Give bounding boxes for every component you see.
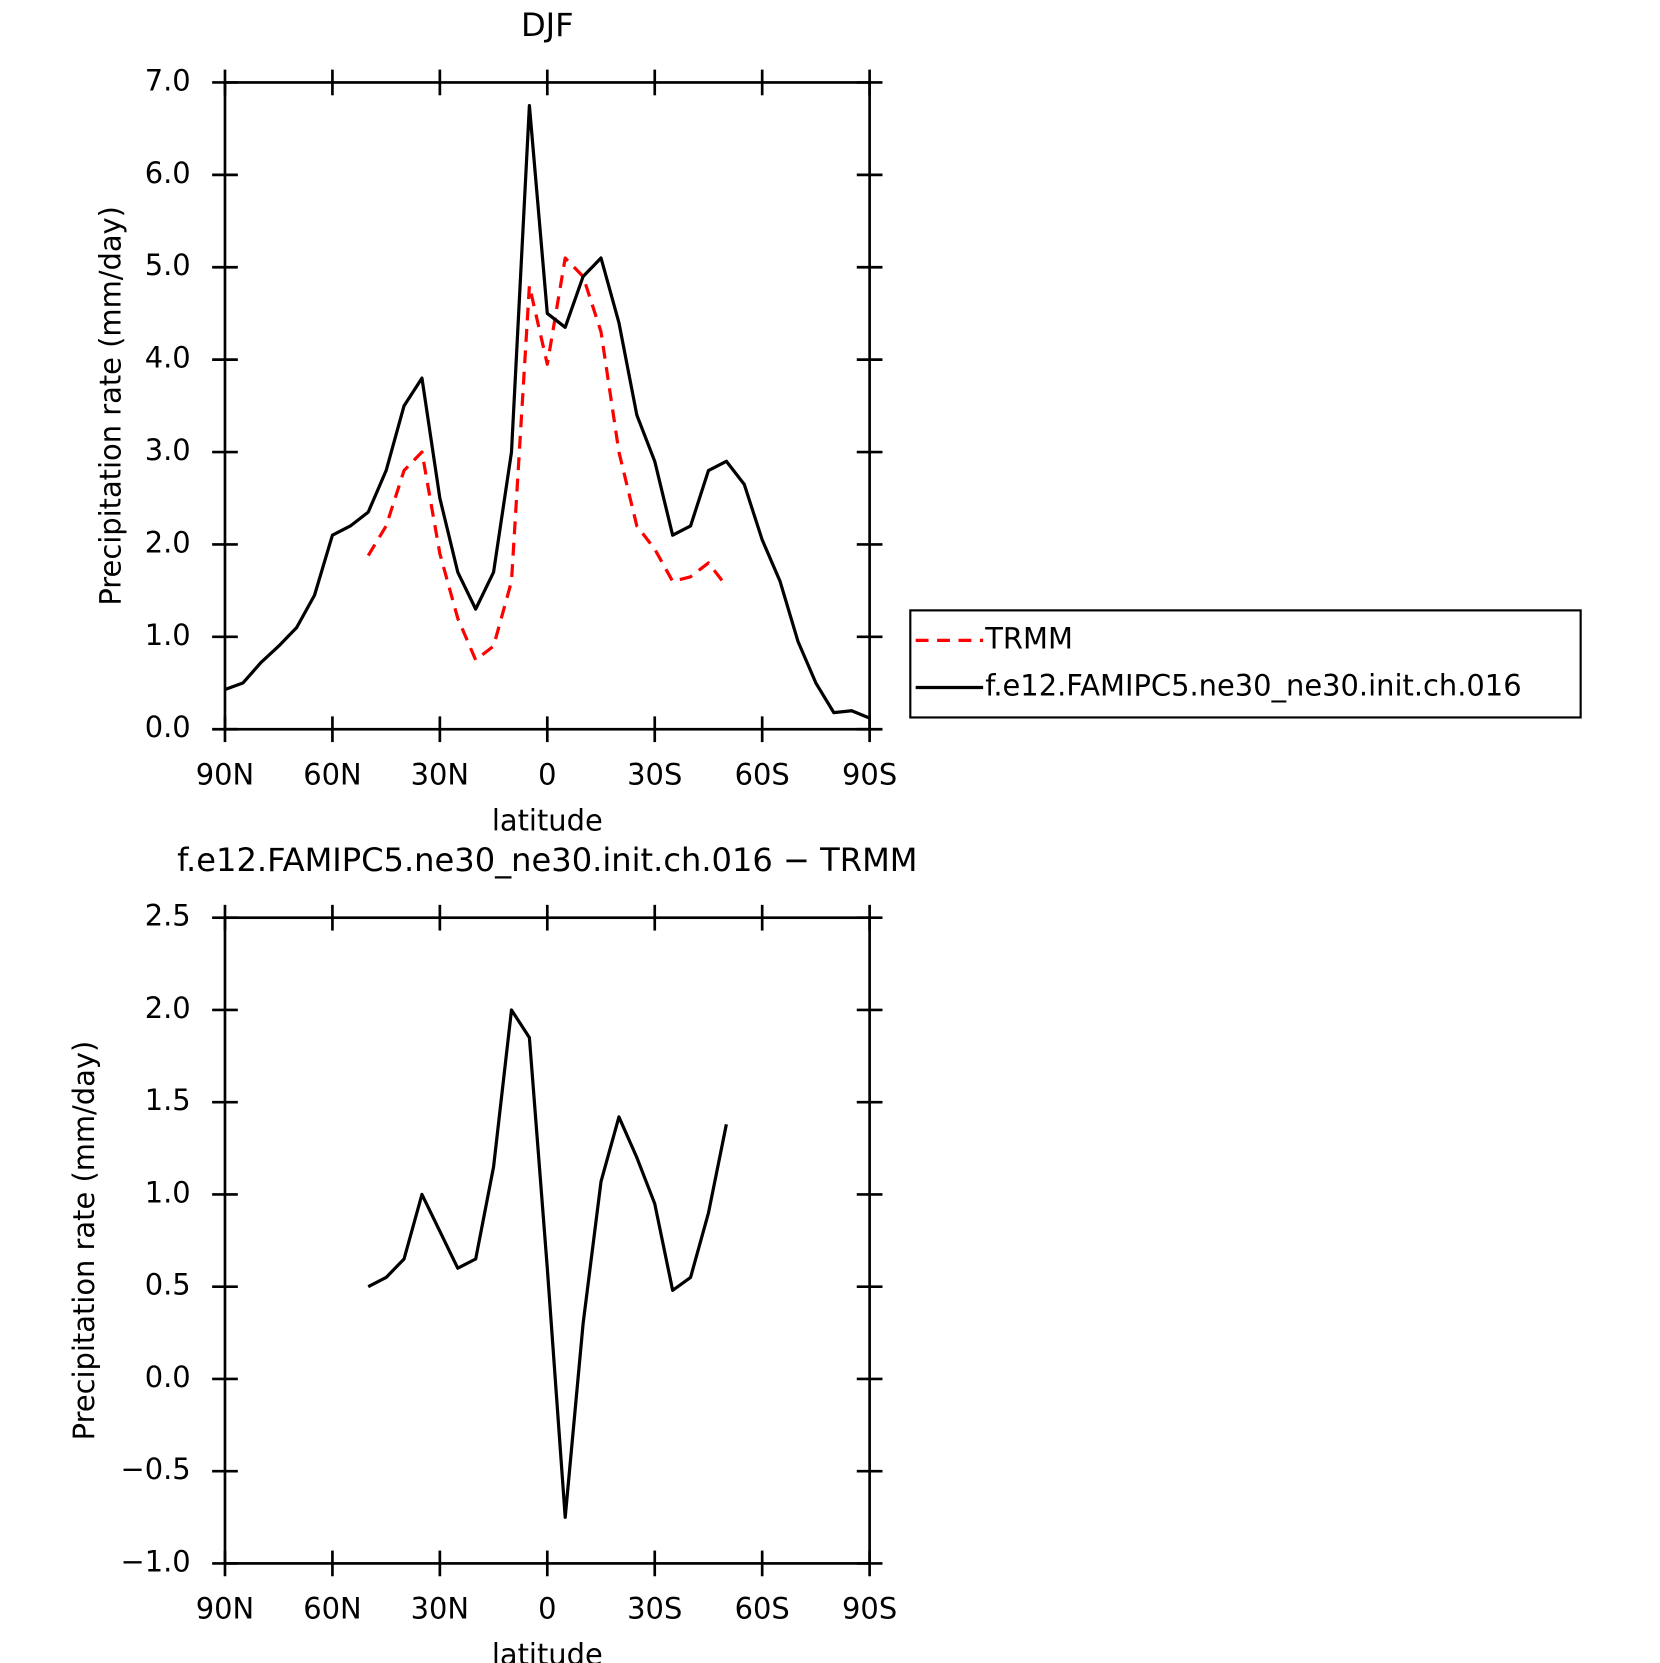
y-tick-label: 4.0 <box>145 341 191 375</box>
x-axis-label: latitude <box>492 803 603 837</box>
data-line <box>224 103 871 720</box>
legend-box <box>909 609 1582 719</box>
x-tick-label: 90N <box>196 757 254 791</box>
y-axis-label: Precipitation rate (mm/day) <box>67 1041 101 1441</box>
y-axis-label: Precipitation rate (mm/day) <box>94 206 128 606</box>
y-tick-label: 7.0 <box>145 63 191 97</box>
y-tick-label: 6.0 <box>145 156 191 190</box>
y-tick-label: 0.0 <box>145 1360 191 1394</box>
y-tick-label: 1.5 <box>145 1083 191 1117</box>
plot-frame <box>223 81 871 731</box>
x-tick-label: 60N <box>303 757 361 791</box>
x-tick-label: 90S <box>842 1592 897 1626</box>
y-tick-label: 1.0 <box>145 1175 191 1209</box>
x-tick-label: 60N <box>303 1592 361 1626</box>
x-tick-label: 30N <box>411 1592 469 1626</box>
chart-title: f.e12.FAMIPC5.ne30_ne30.init.ch.016 − TR… <box>177 841 917 879</box>
x-tick-label: 30S <box>627 1592 682 1626</box>
legend-label: TRMM <box>984 621 1073 655</box>
x-tick-label: 90N <box>196 1592 254 1626</box>
y-tick-label: 0.5 <box>145 1268 191 1302</box>
y-tick-label: 3.0 <box>145 433 191 467</box>
x-tick-label: 90S <box>842 757 897 791</box>
x-tick-label: 0 <box>538 757 556 791</box>
y-tick-label: 2.5 <box>145 899 191 933</box>
x-tick-label: 30N <box>411 757 469 791</box>
x-tick-label: 60S <box>735 757 790 791</box>
plot-frame <box>223 916 871 1565</box>
chart-title: DJF <box>521 6 574 44</box>
data-line <box>366 256 728 662</box>
y-tick-label: 1.0 <box>145 618 191 652</box>
y-tick-label: 5.0 <box>145 248 191 282</box>
y-tick-label: −1.0 <box>121 1544 191 1578</box>
x-tick-label: 0 <box>538 1592 556 1626</box>
x-tick-label: 30S <box>627 757 682 791</box>
y-tick-label: 2.0 <box>145 525 191 559</box>
x-axis-label: latitude <box>492 1638 603 1663</box>
y-tick-label: −0.5 <box>121 1452 191 1486</box>
x-tick-label: 60S <box>735 1592 790 1626</box>
y-tick-label: 2.0 <box>145 991 191 1025</box>
legend-label: f.e12.FAMIPC5.ne30_ne30.init.ch.016 <box>985 668 1521 702</box>
y-tick-label: 0.0 <box>145 710 191 744</box>
data-line <box>367 1008 728 1519</box>
